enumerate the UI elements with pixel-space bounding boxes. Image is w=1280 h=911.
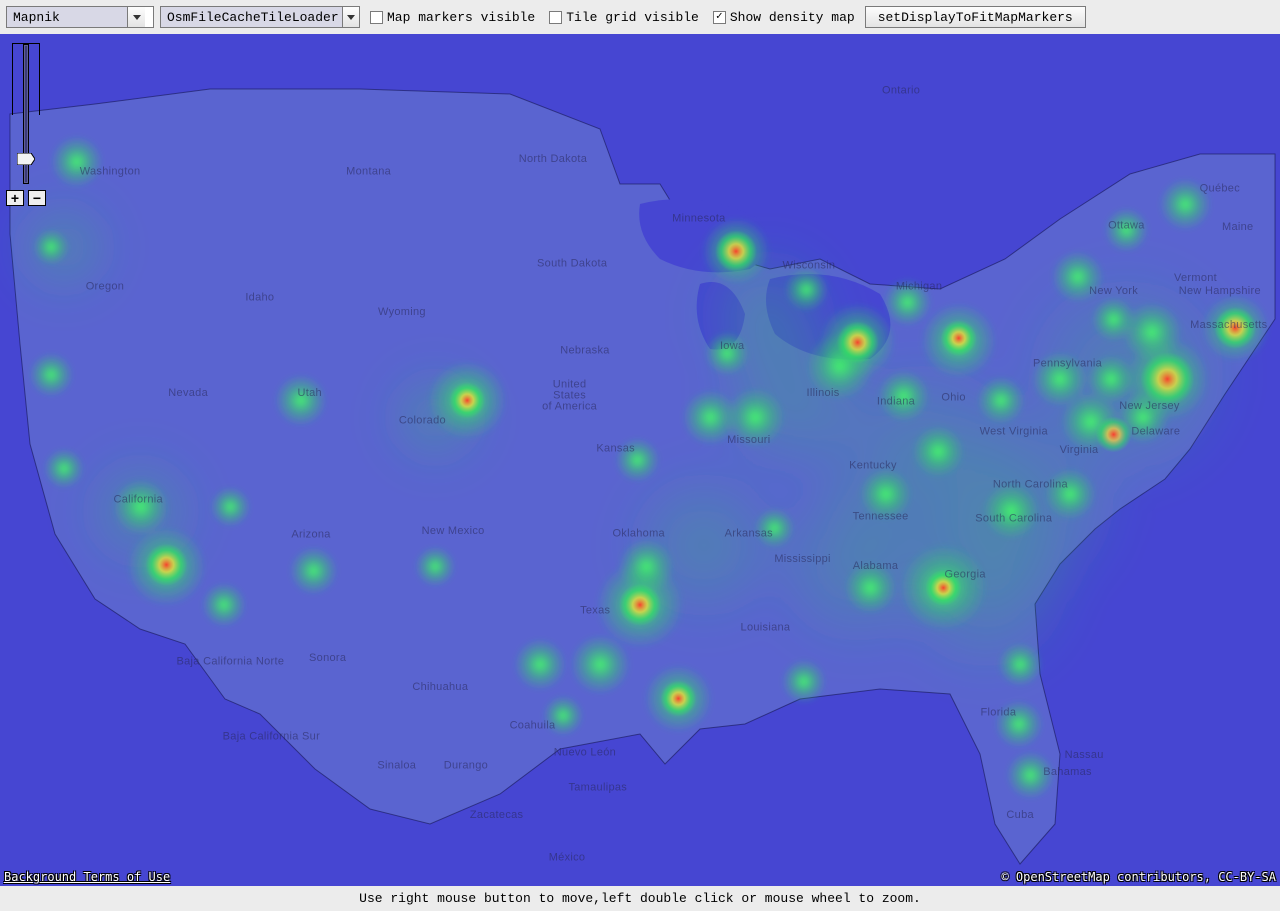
checkbox-icon bbox=[549, 11, 562, 24]
svg-text:Kansas: Kansas bbox=[596, 442, 635, 454]
svg-text:Georgia: Georgia bbox=[945, 569, 987, 581]
chevron-down-icon[interactable] bbox=[127, 7, 145, 27]
status-help-text: Use right mouse button to move,left doub… bbox=[359, 891, 921, 906]
tile-source-selected: Mapnik bbox=[7, 7, 127, 27]
checkbox-tile-grid[interactable]: Tile grid visible bbox=[545, 10, 703, 25]
svg-text:Baja California Sur: Baja California Sur bbox=[223, 730, 320, 742]
checkbox-label: Tile grid visible bbox=[566, 10, 699, 25]
svg-text:Zacatecas: Zacatecas bbox=[470, 809, 524, 821]
svg-text:Ottawa: Ottawa bbox=[1108, 219, 1145, 231]
svg-text:Nevada: Nevada bbox=[168, 387, 208, 399]
svg-text:México: México bbox=[549, 851, 586, 863]
map-viewport[interactable]: Washington Oregon Idaho Montana Wyoming Nevad… bbox=[0, 34, 1280, 886]
svg-text:Sonora: Sonora bbox=[309, 652, 347, 664]
svg-text:Louisiana: Louisiana bbox=[741, 621, 791, 633]
svg-text:Arizona: Arizona bbox=[291, 529, 331, 541]
map-attribution: © OpenStreetMap contributors, CC-BY-SA bbox=[1001, 870, 1276, 884]
svg-text:West Virginia: West Virginia bbox=[980, 425, 1049, 437]
tile-source-select[interactable]: Mapnik bbox=[6, 6, 154, 28]
chevron-down-icon[interactable] bbox=[342, 7, 359, 27]
svg-text:Arkansas: Arkansas bbox=[725, 528, 773, 540]
svg-text:Kentucky: Kentucky bbox=[849, 460, 897, 472]
svg-text:Mississippi: Mississippi bbox=[774, 553, 830, 565]
toolbar: Mapnik OsmFileCacheTileLoader Map marker… bbox=[0, 0, 1280, 34]
svg-text:Michigan: Michigan bbox=[896, 281, 942, 293]
fit-markers-button[interactable]: setDisplayToFitMapMarkers bbox=[865, 6, 1086, 28]
checkbox-label: Show density map bbox=[730, 10, 855, 25]
svg-text:Alabama: Alabama bbox=[853, 560, 899, 572]
svg-text:Oklahoma: Oklahoma bbox=[612, 528, 665, 540]
svg-text:Minnesota: Minnesota bbox=[672, 212, 726, 224]
svg-text:Indiana: Indiana bbox=[877, 396, 916, 408]
svg-text:Iowa: Iowa bbox=[720, 340, 745, 352]
svg-text:Pennsylvania: Pennsylvania bbox=[1033, 357, 1103, 369]
map-canvas: Washington Oregon Idaho Montana Wyoming Nevad… bbox=[0, 34, 1280, 886]
zoom-slider-thumb[interactable] bbox=[17, 153, 35, 165]
svg-text:New Jersey: New Jersey bbox=[1119, 400, 1180, 412]
svg-text:Cuba: Cuba bbox=[1006, 809, 1034, 821]
svg-text:New Mexico: New Mexico bbox=[422, 525, 485, 537]
checkbox-map-markers[interactable]: Map markers visible bbox=[366, 10, 539, 25]
svg-text:Coahuila: Coahuila bbox=[510, 719, 556, 731]
svg-text:South Carolina: South Carolina bbox=[975, 512, 1053, 524]
svg-text:Durango: Durango bbox=[444, 759, 488, 771]
svg-text:Nuevo León: Nuevo León bbox=[554, 747, 616, 759]
svg-text:Tennessee: Tennessee bbox=[853, 511, 909, 523]
svg-text:Wyoming: Wyoming bbox=[378, 306, 426, 318]
svg-text:North Dakota: North Dakota bbox=[519, 153, 588, 165]
svg-text:California: California bbox=[114, 494, 164, 506]
svg-text:Québec: Québec bbox=[1200, 183, 1241, 195]
svg-text:Missouri: Missouri bbox=[727, 434, 770, 446]
svg-text:Sinaloa: Sinaloa bbox=[377, 759, 416, 771]
svg-text:Delaware: Delaware bbox=[1131, 425, 1180, 437]
svg-text:New York: New York bbox=[1089, 285, 1138, 297]
svg-text:Tamaulipas: Tamaulipas bbox=[568, 782, 627, 794]
svg-text:Utah: Utah bbox=[298, 387, 322, 399]
svg-text:Colorado: Colorado bbox=[399, 414, 446, 426]
status-bar: Use right mouse button to move,left doub… bbox=[0, 886, 1280, 911]
svg-text:Illinois: Illinois bbox=[807, 387, 840, 399]
svg-text:Florida: Florida bbox=[981, 707, 1017, 719]
svg-text:South Dakota: South Dakota bbox=[537, 258, 608, 270]
svg-text:New Hampshire: New Hampshire bbox=[1179, 285, 1261, 297]
svg-text:Virginia: Virginia bbox=[1060, 444, 1099, 456]
svg-text:Nebraska: Nebraska bbox=[560, 345, 610, 357]
svg-text:Vermont: Vermont bbox=[1174, 272, 1217, 284]
svg-text:Baja California Norte: Baja California Norte bbox=[177, 655, 285, 667]
svg-text:Texas: Texas bbox=[580, 604, 610, 616]
svg-text:Montana: Montana bbox=[346, 166, 391, 178]
svg-text:Ohio: Ohio bbox=[941, 391, 965, 403]
svg-text:Maine: Maine bbox=[1222, 221, 1253, 233]
svg-text:Nassau: Nassau bbox=[1065, 749, 1104, 761]
zoom-in-button[interactable]: + bbox=[6, 190, 24, 206]
svg-text:Washington: Washington bbox=[80, 166, 141, 178]
tile-loader-selected: OsmFileCacheTileLoader bbox=[161, 7, 342, 27]
checkbox-icon bbox=[713, 11, 726, 24]
svg-text:Idaho: Idaho bbox=[245, 292, 274, 304]
svg-text:Bahamas: Bahamas bbox=[1043, 766, 1092, 778]
checkbox-label: Map markers visible bbox=[387, 10, 535, 25]
checkbox-icon bbox=[370, 11, 383, 24]
svg-text:Oregon: Oregon bbox=[86, 281, 125, 293]
svg-text:Wisconsin: Wisconsin bbox=[783, 259, 836, 271]
tile-loader-select[interactable]: OsmFileCacheTileLoader bbox=[160, 6, 360, 28]
svg-text:Massachusetts: Massachusetts bbox=[1190, 319, 1267, 331]
svg-text:North Carolina: North Carolina bbox=[993, 478, 1069, 490]
zoom-out-button[interactable]: − bbox=[28, 190, 46, 206]
terms-of-use-link[interactable]: Background Terms of Use bbox=[4, 870, 170, 884]
svg-text:Ontario: Ontario bbox=[882, 85, 920, 97]
svg-text:of America: of America bbox=[542, 401, 598, 413]
svg-text:Chihuahua: Chihuahua bbox=[412, 681, 468, 693]
checkbox-density-map[interactable]: Show density map bbox=[709, 10, 859, 25]
